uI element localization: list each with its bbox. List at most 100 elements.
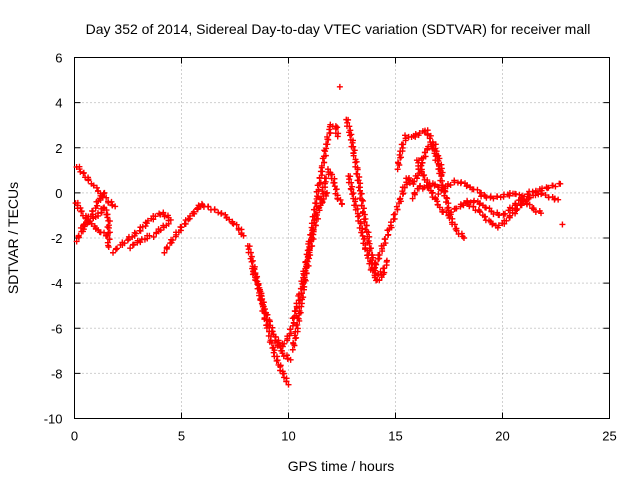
data-point-marker [336,83,343,90]
data-point-marker [321,159,328,166]
data-point-marker [490,195,497,202]
data-point-marker [458,230,465,237]
series-track-17 [345,173,390,284]
data-point-marker [324,133,331,140]
data-point-marker [385,231,392,238]
data-point-marker [409,195,416,202]
data-point-marker [294,321,301,328]
data-point-marker [365,229,372,236]
data-point-marker [287,326,294,333]
data-point-marker [330,179,337,186]
data-point-marker [104,214,111,221]
y-tick-label: 4 [55,96,62,111]
data-point-marker [283,378,290,385]
data-point-marker [255,285,262,292]
data-point-marker [383,257,390,264]
data-point-marker [512,210,519,217]
data-point-marker [77,204,84,211]
data-point-marker [400,141,407,148]
data-point-marker [298,290,305,297]
data-point-marker [112,203,119,210]
data-point-marker [349,139,356,146]
data-point-marker [397,195,404,202]
series-track-13 [289,189,331,353]
series-track-27 [559,221,566,228]
data-point-marker [429,194,436,201]
data-point-marker [81,221,88,228]
data-point-marker [161,249,168,256]
data-point-marker [311,206,318,213]
data-point-marker [323,141,330,148]
series-track-6 [127,232,153,252]
data-point-marker [94,202,101,209]
data-point-marker [418,168,425,175]
data-point-marker [104,232,111,239]
data-point-marker [318,162,325,169]
series-track-1 [73,163,119,210]
data-point-marker [315,215,322,222]
series-track-7 [150,216,174,240]
data-point-marker [394,159,401,166]
data-point-marker [144,217,151,224]
data-point-marker [80,170,87,177]
data-point-marker [190,208,197,215]
data-point-marker [360,205,367,212]
x-tick-label: 20 [495,429,509,444]
data-point-marker [218,210,225,217]
data-point-marker [532,209,539,216]
data-point-marker [105,244,112,251]
data-point-marker [310,226,317,233]
y-tick-label: -10 [44,412,63,427]
data-point-marker [317,202,324,209]
series-track-25 [460,189,562,231]
data-point-marker [230,220,237,227]
data-point-marker [103,194,110,201]
series-track-8 [161,203,204,256]
data-point-marker [489,220,496,227]
data-point-marker [167,216,174,223]
data-point-marker [538,191,545,198]
data-point-marker [309,242,316,249]
x-tick-label: 15 [388,429,402,444]
data-point-marker [152,213,159,220]
data-point-marker [371,265,378,272]
data-point-marker [392,211,399,218]
data-point-marker [317,168,324,175]
data-point-marker [259,295,266,302]
data-point-marker [211,206,218,213]
data-point-marker [248,258,255,265]
data-point-marker [514,206,521,213]
grid-lines [74,57,610,419]
data-point-marker [542,192,549,199]
y-tick-label: 6 [55,51,62,66]
data-point-marker [557,180,564,187]
data-point-marker [345,116,352,123]
data-point-marker [494,193,501,200]
data-point-marker [481,213,488,220]
y-axis-label: SDTVAR / TECUs [5,182,21,294]
data-point-marker [512,200,519,207]
data-point-marker [302,276,309,283]
data-point-marker [133,230,140,237]
data-point-marker [93,184,100,191]
data-point-marker [350,143,357,150]
data-point-marker [425,143,432,150]
data-point-marker [103,211,110,218]
data-point-marker [290,339,297,346]
data-point-marker [277,367,284,374]
data-point-marker [538,190,545,197]
data-point-marker [178,224,185,231]
data-point-marker [311,219,318,226]
data-point-marker [114,245,121,252]
data-point-marker [306,246,313,253]
data-point-marker [458,179,465,186]
data-point-marker [381,265,388,272]
data-point-marker [552,183,559,190]
data-point-marker [226,216,233,223]
series-track-12 [272,121,342,350]
data-point-marker [106,236,113,243]
series-track-15 [336,83,343,90]
data-point-marker [252,271,259,278]
data-point-marker [447,182,454,189]
data-point-marker [349,191,356,198]
